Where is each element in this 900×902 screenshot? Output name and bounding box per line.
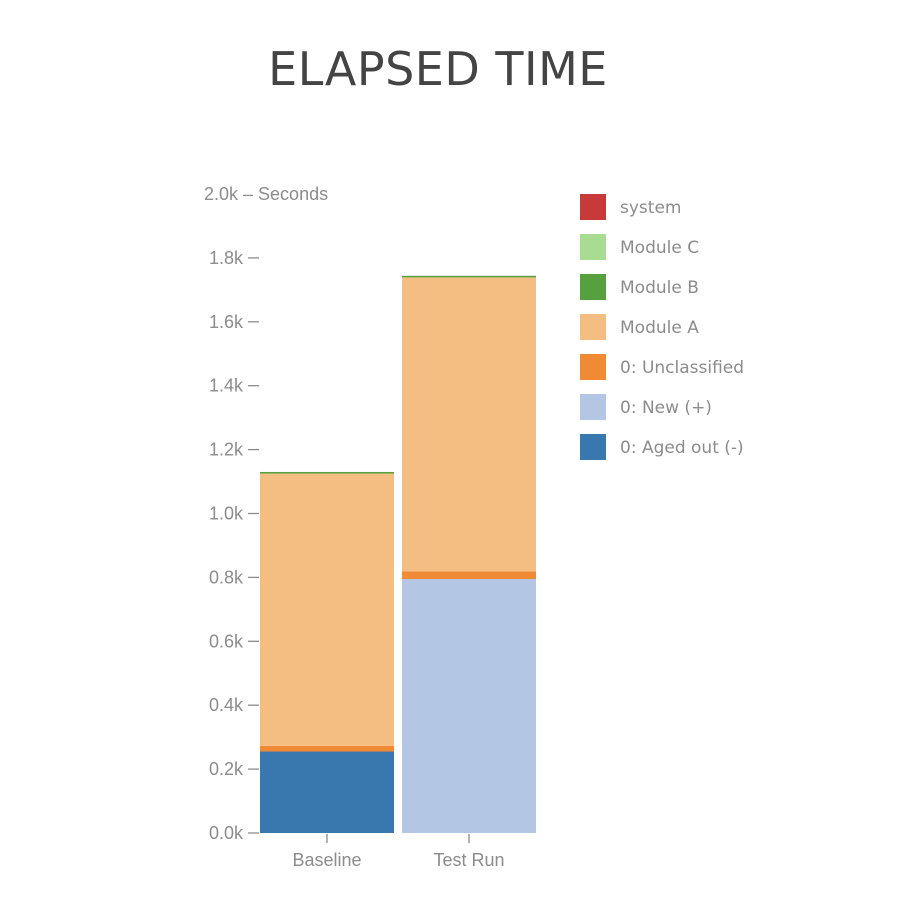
legend-swatch — [580, 314, 606, 340]
legend: system Module C Module B Module A 0: Unclass… — [580, 194, 744, 460]
bars — [260, 275, 536, 833]
bar-segment — [402, 277, 536, 572]
bar-segment — [402, 571, 536, 579]
bar-segment — [260, 745, 394, 752]
legend-label: Module B — [620, 278, 699, 298]
y-tick-label: 0.4k — [209, 695, 244, 715]
chart-title: ELAPSED TIME — [268, 42, 608, 96]
bar-segment — [402, 275, 536, 278]
bar-segment — [402, 578, 536, 833]
y-tick-label: 1.8k — [209, 248, 244, 268]
bar-segment — [260, 751, 394, 833]
bar-segment — [260, 473, 394, 746]
legend-label: 0: Unclassified — [620, 358, 744, 378]
legend-label: Module C — [620, 238, 699, 258]
y-axis: 0.0k 0.2k 0.4k 0.6k 0.8k 1.0k 1.2k 1.4k 1.6k 1.8k… — [204, 184, 328, 843]
y-tick-label: 1.0k — [209, 504, 244, 524]
x-axis: Baseline Test Run — [292, 834, 505, 870]
y-tick-label: 0.2k — [209, 759, 244, 779]
y-tick-label: 1.2k — [209, 440, 244, 460]
legend-swatch — [580, 234, 606, 260]
legend-swatch — [580, 354, 606, 380]
legend-swatch — [580, 274, 606, 300]
y-axis-title: 2.0k – Seconds — [204, 184, 328, 204]
legend-swatch — [580, 194, 606, 220]
y-tick-label: 0.6k — [209, 631, 244, 651]
x-category-label: Baseline — [292, 850, 361, 870]
legend-swatch — [580, 394, 606, 420]
legend-label: 0: Aged out (-) — [620, 438, 744, 458]
y-tick-label: 0.8k — [209, 567, 244, 587]
y-tick-label: 1.4k — [209, 376, 244, 396]
legend-label: 0: New (+) — [620, 398, 712, 418]
y-tick-label: 0.0k — [209, 823, 244, 843]
x-category-label: Test Run — [433, 850, 504, 870]
y-tick-label: 1.6k — [209, 312, 244, 332]
legend-label: Module A — [620, 318, 699, 338]
bar-segment — [260, 471, 394, 474]
legend-swatch — [580, 434, 606, 460]
legend-label: system — [620, 198, 681, 218]
